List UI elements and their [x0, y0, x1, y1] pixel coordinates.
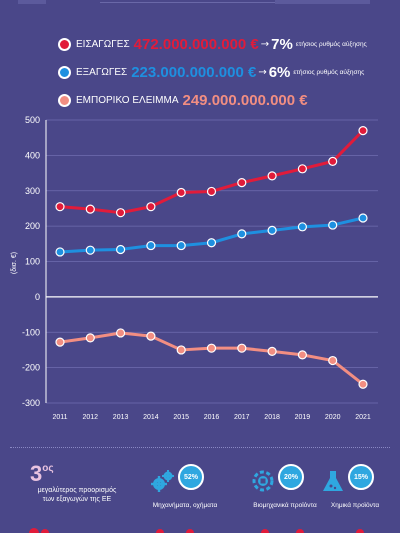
series-2 — [55, 328, 368, 389]
product-percent: 52% — [178, 464, 204, 490]
imports-label: ΕΙΣΑΓΩΓΕΣ — [76, 39, 130, 50]
series-line — [59, 129, 365, 215]
y-tick-label: -100 — [22, 327, 40, 337]
product-label: Μηχανήματα, οχήματα — [152, 502, 218, 509]
data-point — [55, 247, 65, 257]
x-tick-label: 2018 — [264, 414, 280, 421]
data-point — [55, 202, 65, 212]
data-point — [146, 331, 156, 341]
exports-rate-note: ετήσιος ρυθμός αύξησης — [293, 69, 365, 76]
imports-value: 472.000.000.000 € — [133, 36, 259, 53]
chart-series — [55, 126, 368, 389]
data-point — [206, 186, 217, 197]
series-0 — [55, 126, 368, 218]
exports-rate: 6% — [268, 64, 291, 81]
data-point — [85, 204, 95, 214]
y-tick-label: 0 — [35, 292, 40, 302]
x-tick-label: 2020 — [325, 414, 341, 421]
product-percent: 15% — [348, 464, 374, 490]
legend-deficit: ΕΜΠΟΡΙΚΟ ΕΛΕΙΜΜΑ 249.000.000.000 € — [58, 92, 308, 109]
data-point — [176, 187, 186, 198]
y-tick-label: 400 — [25, 150, 40, 160]
y-tick-label: -300 — [22, 398, 40, 408]
deficit-value: 249.000.000.000 € — [182, 92, 308, 109]
data-point — [358, 213, 368, 223]
data-point — [55, 337, 65, 347]
x-tick-labels: 2011 2012 2013 2014 2015 2016 2017 2018 2019 2020… — [52, 414, 370, 421]
data-point — [328, 156, 338, 166]
legend-exports: ΕΞΑΓΩΓΕΣ 223.000.000.000 € → 6% ετήσιος … — [58, 64, 364, 81]
data-point — [328, 355, 338, 366]
flask-icon — [323, 471, 343, 491]
data-point — [146, 240, 156, 251]
y-tick-label: 200 — [25, 221, 40, 231]
data-point — [297, 350, 307, 360]
data-point — [85, 245, 95, 255]
exports-label: ΕΞΑΓΩΓΕΣ — [76, 67, 128, 78]
x-tick-label: 2015 — [173, 414, 189, 421]
data-point — [328, 220, 338, 230]
series-line — [59, 331, 364, 386]
x-tick-label: 2019 — [295, 414, 311, 421]
product-label: Χημικά προϊόντα — [330, 502, 380, 509]
bottom-strip-decoration — [29, 528, 364, 533]
data-point — [115, 328, 126, 338]
deficit-label: ΕΜΠΟΡΙΚΟ ΕΛΕΙΜΜΑ — [76, 95, 179, 106]
industry-gear-icon — [252, 470, 274, 492]
data-point — [176, 345, 186, 355]
product-percent: 20% — [278, 464, 304, 490]
data-point — [267, 171, 277, 181]
exports-marker-icon — [58, 66, 71, 79]
top-decoration — [0, 0, 400, 6]
data-point — [115, 244, 126, 255]
imports-rate: 7% — [271, 36, 293, 53]
data-point — [85, 333, 95, 343]
data-point — [237, 229, 247, 239]
dotted-separator — [10, 447, 390, 448]
data-point — [267, 225, 277, 235]
data-point — [176, 240, 186, 251]
data-point — [206, 238, 217, 248]
data-point — [237, 178, 247, 188]
y-tick-labels: 500 400 300 200 100 0 -100 -200 -300 — [22, 115, 40, 408]
product-label: Βιομηχανικά προϊόντα — [253, 502, 317, 509]
x-tick-label: 2011 — [52, 414, 67, 421]
y-axis-label: (δισ. €) — [11, 252, 18, 274]
rank-description: μεγαλύτερος προορισμός των εξαγωγών της … — [37, 487, 117, 503]
data-point — [297, 222, 307, 232]
x-tick-label: 2014 — [143, 414, 159, 421]
data-point — [146, 202, 156, 212]
data-point — [206, 343, 217, 353]
x-tick-label: 2012 — [83, 414, 99, 421]
arrow-icon: → — [260, 39, 270, 50]
legend-imports: ΕΙΣΑΓΩΓΕΣ 472.000.000.000 € → 7% ετήσιος… — [58, 36, 367, 53]
data-point — [358, 379, 368, 389]
data-point — [267, 346, 277, 356]
y-tick-label: 300 — [25, 186, 40, 196]
deficit-marker-icon — [58, 94, 71, 107]
y-tick-label: 500 — [25, 115, 40, 125]
top-divider — [100, 2, 275, 3]
bottom-section: 3ος μεγαλύτερος προορισμός των εξαγωγών … — [0, 440, 400, 533]
top-tab-right — [275, 0, 370, 4]
exports-value: 223.000.000.000 € — [131, 64, 257, 81]
data-point — [115, 208, 126, 218]
imports-rate-note: ετήσιος ρυθμός αύξησης — [295, 41, 367, 48]
data-point — [358, 126, 368, 136]
x-tick-label: 2017 — [234, 414, 250, 421]
y-tick-label: 100 — [25, 257, 40, 267]
rank-number: 3ος — [30, 461, 54, 486]
imports-marker-icon — [58, 38, 71, 51]
arrow-icon: → — [258, 67, 267, 78]
y-tick-label: -200 — [22, 363, 40, 373]
x-tick-label: 2016 — [204, 414, 220, 421]
top-tab-left — [18, 0, 46, 4]
x-tick-label: 2021 — [355, 414, 371, 421]
x-tick-label: 2013 — [113, 414, 129, 421]
series-1 — [55, 213, 368, 257]
data-point — [297, 164, 307, 174]
data-point — [237, 343, 247, 353]
gears-icon — [151, 470, 174, 492]
